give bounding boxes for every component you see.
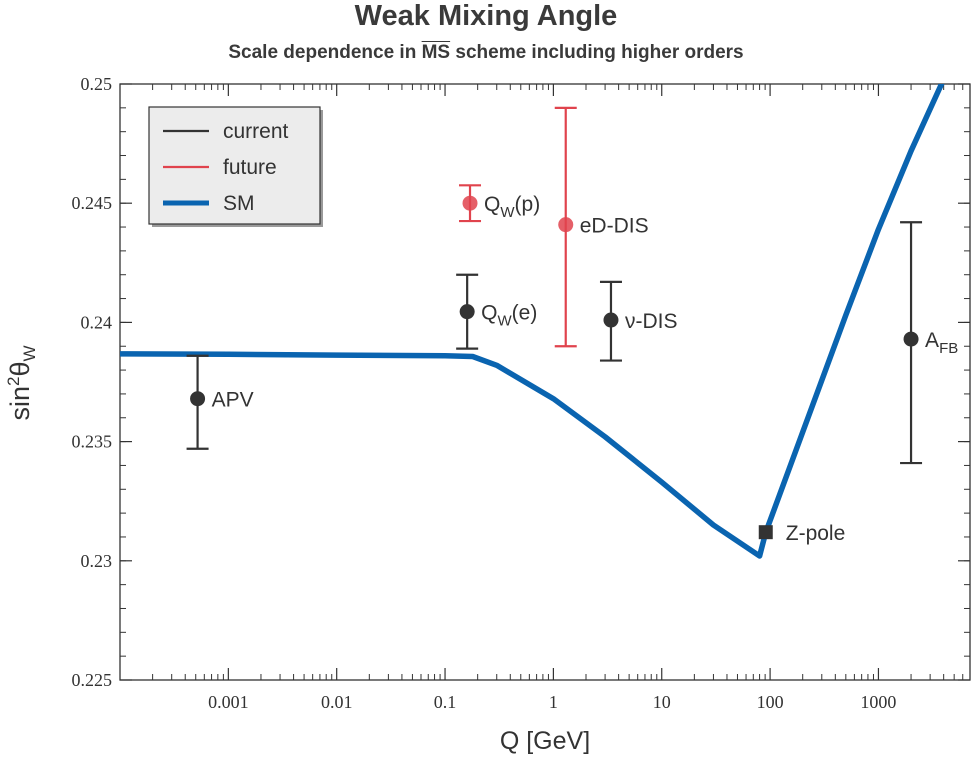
label-main-nu-dis: ν-DIS [625,310,678,333]
y-label-sub: W [20,345,40,362]
label-main-z-pole: Z-pole [786,522,846,545]
x-tick-label: 10 [653,692,671,712]
x-tick-label: 1000 [860,692,896,712]
chart-subtitle: Scale dependence in MS scheme including … [0,42,972,64]
label-suffix-qw-p-: (p) [515,193,541,216]
label-main-afb: A [925,329,939,352]
y-tick-label: 0.225 [72,670,113,690]
sm-curve [120,84,945,559]
label-main-ed-dis: eD-DIS [580,215,649,238]
x-tick-label: 0.01 [321,692,353,712]
x-tick-label: 0.001 [208,692,249,712]
legend-label-sm: SM [223,192,255,215]
label-qw-p-: QW(p) [484,193,540,221]
chart-title: Weak Mixing Angle [354,0,618,32]
subtitle-prefix: Scale dependence in [228,42,417,63]
plot-frame [119,83,971,681]
label-nu-dis: ν-DIS [625,310,678,333]
label-main-apv: APV [212,389,254,412]
marker-nu-dis [603,312,619,328]
label-apv: APV [212,389,254,412]
marker-qw-e- [459,304,475,320]
y-tick-label: 0.25 [81,74,113,94]
x-tick-label: 1 [549,692,558,712]
label-ed-dis: eD-DIS [580,215,649,238]
label-afb: AFB [925,329,958,357]
marker-apv [190,391,206,407]
subtitle-scheme: MS [421,42,451,63]
y-tick-label: 0.24 [81,312,113,332]
label-qw-e-: QW(e) [481,302,537,330]
label-z-pole: Z-pole [786,522,846,545]
y-axis-label: sin2θW [4,345,40,420]
y-label-theta: θ [4,361,35,377]
marker-z-pole [758,525,773,540]
legend-label-current: current [223,120,289,143]
label-sub-afb: FB [939,340,958,357]
marker-ed-dis [558,217,574,233]
label-sub-qw-e-: W [498,313,513,330]
y-tick-label: 0.245 [72,193,113,213]
marker-afb [903,331,919,347]
subtitle-suffix: scheme including higher orders [455,42,744,63]
label-main-qw-e-: Q [481,302,497,325]
x-tick-label: 0.1 [434,692,457,712]
label-sub-qw-p-: W [500,204,515,221]
y-label-base: sin [4,386,35,421]
label-main-qw-p-: Q [484,193,500,216]
label-suffix-qw-e-: (e) [512,302,538,325]
x-tick-label: 100 [757,692,784,712]
y-label-sup: 2 [3,376,23,387]
marker-qw-p- [462,195,478,211]
x-axis-label: Q [GeV] [499,727,591,755]
y-tick-label: 0.23 [81,551,113,571]
y-tick-label: 0.235 [72,432,113,452]
legend-label-future: future [223,156,277,179]
